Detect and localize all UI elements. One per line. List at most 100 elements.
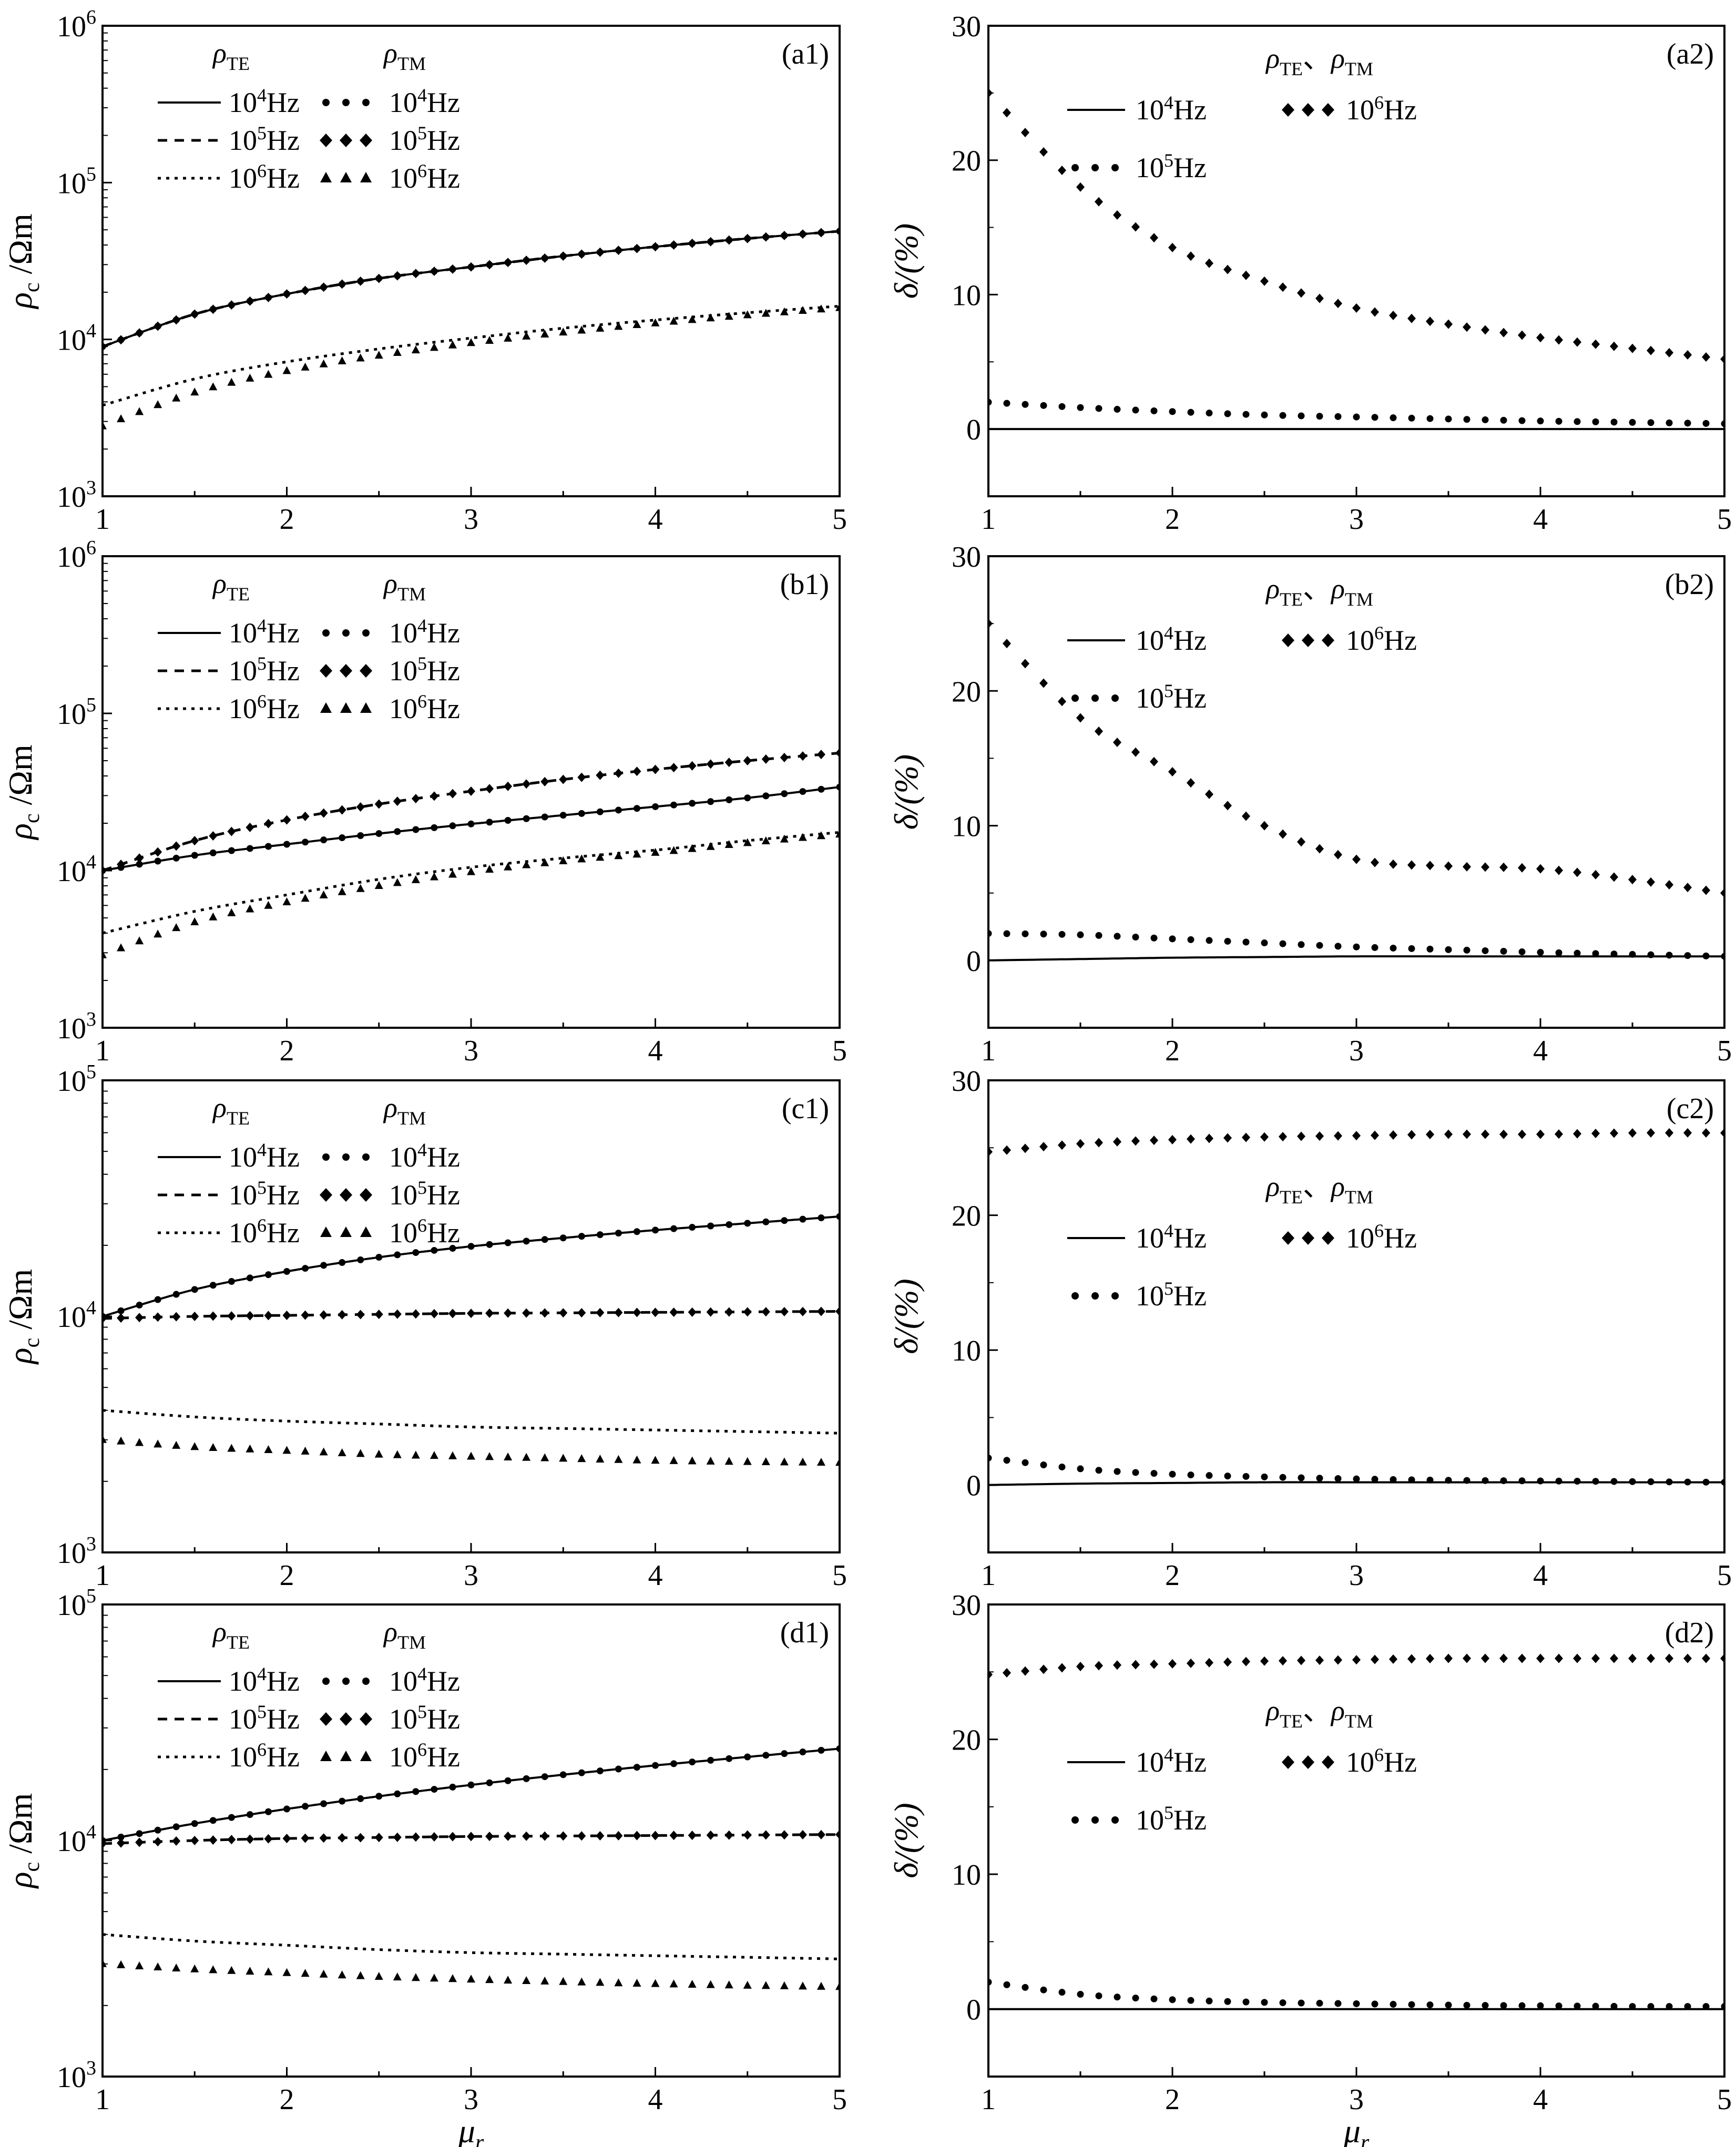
- series-marker-tm-1-c1: [448, 1308, 457, 1318]
- series-marker-delta-1e5-b2: [1463, 946, 1471, 954]
- series-marker-tm-2-d1: [117, 1960, 126, 1968]
- legend-label-delta-1e5-b2: 105Hz: [1136, 680, 1207, 714]
- y-tick-exp: 4: [86, 1297, 96, 1319]
- series-marker-tm-0-b1: [375, 830, 383, 837]
- series-marker-tm-0-b1: [172, 854, 180, 862]
- y-tick-exp: 4: [86, 851, 96, 873]
- series-marker-tm-0-d1: [264, 1808, 272, 1815]
- series-marker-delta-1e6-b2: [1131, 747, 1140, 757]
- series-marker-tm-1-c1: [816, 1306, 825, 1316]
- series-marker-delta-1e5-c2: [1242, 1473, 1250, 1480]
- series-marker-tm-2-b1: [246, 904, 254, 913]
- series-marker-delta-1e6-a2: [1463, 322, 1471, 332]
- series-marker-delta-1e5-c2: [1684, 1478, 1691, 1486]
- series-marker-delta-1e6-a2: [1076, 182, 1085, 192]
- y-tick-label-a2: 30: [952, 11, 981, 43]
- data-layer-b1: [103, 748, 840, 958]
- legend-marker-tm-1: [360, 1712, 372, 1726]
- series-marker-tm-2-a1: [798, 305, 807, 314]
- panel-label-a1: (a1): [782, 38, 829, 70]
- series-marker-delta-1e5-d2: [1261, 1999, 1268, 2006]
- series-marker-tm-1-a1: [706, 237, 715, 247]
- series-marker-tm-1-b1: [577, 772, 586, 782]
- series-marker-tm-0-c1: [246, 1274, 253, 1282]
- series-marker-delta-1e6-a2: [1003, 108, 1011, 118]
- legend-marker-tm-1: [320, 1188, 332, 1202]
- series-marker-delta-1e5-c2: [1334, 1475, 1342, 1483]
- series-marker-delta-1e5-c2: [1500, 1477, 1507, 1485]
- series-marker-delta-1e5-b2: [1261, 939, 1268, 947]
- legend-rho-tm: ρ: [1330, 43, 1345, 74]
- series-marker-tm-1-c1: [504, 1308, 513, 1318]
- series-marker-tm-1-a1: [540, 253, 549, 263]
- series-marker-delta-1e5-c2: [1261, 1473, 1268, 1480]
- series-marker-delta-1e5-d2: [1592, 2002, 1599, 2010]
- series-marker-delta-1e5-a2: [1169, 408, 1176, 415]
- y-tick-exp: 6: [86, 6, 96, 28]
- y-tick-base: 10: [57, 481, 86, 514]
- series-marker-delta-1e6-c2: [1407, 1130, 1416, 1140]
- series-marker-tm-2-a1: [117, 414, 126, 423]
- x-tick-label-c2: 3: [1349, 1559, 1364, 1592]
- series-marker-delta-1e5-c2: [1426, 1476, 1434, 1484]
- series-marker-delta-1e6-a2: [1039, 147, 1048, 157]
- legend-label-te-1-b1: 105Hz: [229, 653, 300, 687]
- series-marker-delta-1e5-b2: [1629, 950, 1636, 958]
- series-marker-tm-2-a1: [761, 309, 770, 317]
- series-marker-delta-1e5-c2: [1610, 1478, 1618, 1485]
- legend-tm-freq-exp: 6: [417, 1739, 427, 1760]
- series-marker-tm-1-d1: [338, 1833, 346, 1843]
- series-marker-delta-1e6-b2: [1076, 713, 1085, 723]
- series-marker-delta-1e5-d2: [1408, 2001, 1415, 2008]
- series-marker-tm-1-a1: [467, 262, 475, 272]
- y-tick-exp: 3: [86, 1533, 96, 1555]
- x-tick-label-c1: 5: [832, 1559, 847, 1592]
- legend-marker-delta-1e5: [1071, 1816, 1079, 1824]
- series-marker-delta-1e6-a2: [1168, 242, 1177, 252]
- series-marker-tm-0-b1: [652, 803, 659, 810]
- legend-delta-freq-exp: 5: [1164, 150, 1173, 171]
- legend-marker-tm-1: [340, 1712, 352, 1726]
- series-marker-delta-1e5-d2: [1334, 2000, 1342, 2007]
- series-marker-delta-1e5-c2: [1169, 1470, 1176, 1478]
- legend-marker-tm-0: [322, 1678, 330, 1685]
- legend-marker-tm-2: [340, 702, 352, 713]
- series-marker-tm-1-c1: [485, 1308, 494, 1318]
- series-marker-delta-1e6-c2: [1591, 1129, 1600, 1139]
- series-marker-tm-1-a1: [411, 269, 420, 279]
- series-marker-tm-1-a1: [485, 260, 494, 270]
- series-marker-delta-1e6-c2: [1481, 1129, 1489, 1139]
- series-marker-tm-2-b1: [411, 875, 420, 883]
- series-marker-tm-2-b1: [393, 878, 402, 886]
- series-marker-tm-0-d1: [818, 1746, 825, 1754]
- legend-marker-tm-0: [342, 99, 350, 106]
- series-marker-delta-1e5-d2: [1114, 1993, 1121, 2001]
- legend-delta-freq-exp: 6: [1374, 1744, 1384, 1765]
- legend-label-tm-2-a1: 106Hz: [389, 160, 460, 194]
- series-marker-delta-1e5-b2: [1353, 943, 1360, 950]
- series-marker-delta-1e6-b2: [1021, 659, 1029, 669]
- series-marker-tm-2-a1: [374, 351, 383, 359]
- legend-marker-tm-1: [360, 134, 372, 147]
- series-marker-tm-2-d1: [522, 1976, 531, 1985]
- series-marker-tm-2-d1: [190, 1964, 199, 1972]
- series-marker-delta-1e5-a2: [1500, 416, 1507, 424]
- series-marker-tm-1-d1: [209, 1835, 218, 1845]
- series-marker-tm-0-c1: [596, 1231, 604, 1239]
- y-axis-label-c2: δ/(%): [887, 1279, 925, 1354]
- y-tick-base: 10: [57, 1013, 86, 1045]
- series-marker-delta-1e5-a2: [1371, 414, 1378, 421]
- series-marker-tm-2-d1: [688, 1980, 697, 1988]
- series-marker-tm-2-b1: [816, 831, 825, 840]
- legend-tm-rho: ρ: [383, 1616, 397, 1648]
- series-marker-delta-1e6-c2: [1260, 1132, 1269, 1142]
- series-marker-tm-2-c1: [172, 1440, 181, 1449]
- series-marker-tm-2-b1: [154, 929, 162, 938]
- legend-te-freq-exp: 5: [257, 1177, 267, 1198]
- x-tick-label-a2: 1: [981, 503, 996, 536]
- series-marker-tm-1-a1: [393, 271, 402, 281]
- series-marker-tm-0-b1: [596, 808, 604, 815]
- series-marker-delta-1e6-c2: [1518, 1129, 1526, 1139]
- series-marker-delta-1e5-a2: [1721, 420, 1724, 427]
